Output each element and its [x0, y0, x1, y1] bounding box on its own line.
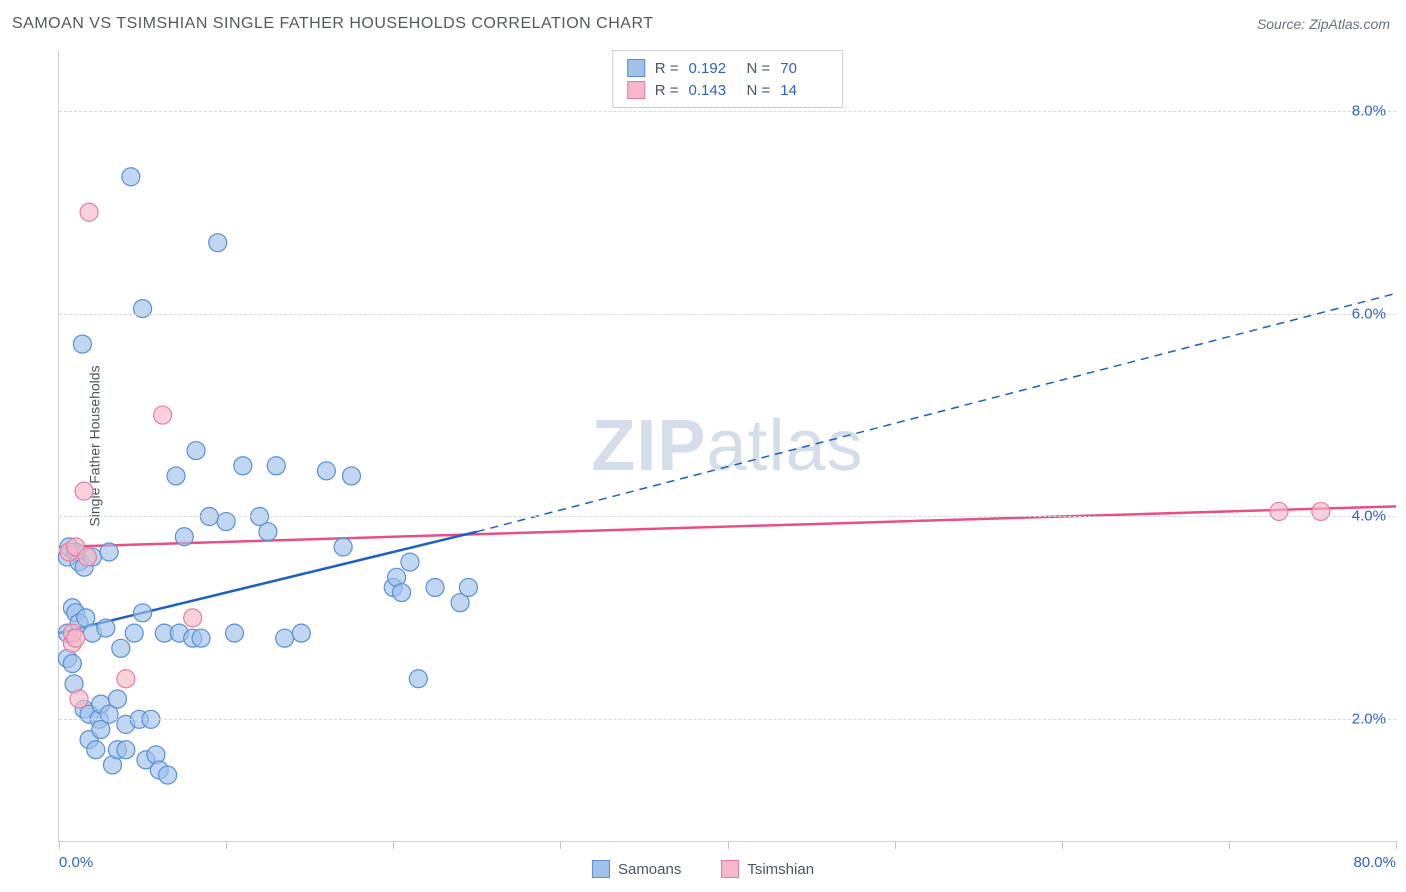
gridline — [59, 314, 1396, 315]
x-tick — [1396, 841, 1397, 849]
r-value-tsimshian: 0.143 — [689, 82, 737, 99]
y-tick-label: 6.0% — [1352, 305, 1386, 322]
correlation-legend: R = 0.192 N = 70 R = 0.143 N = 14 — [612, 50, 844, 108]
legend-row-samoans: R = 0.192 N = 70 — [627, 57, 829, 79]
series-legend: Samoans Tsimshian — [592, 860, 814, 878]
y-tick-label: 4.0% — [1352, 508, 1386, 525]
legend-label-tsimshian: Tsimshian — [747, 861, 814, 878]
x-tick — [59, 841, 60, 849]
n-value-samoans: 70 — [780, 60, 828, 77]
legend-row-tsimshian: R = 0.143 N = 14 — [627, 79, 829, 101]
y-tick-label: 8.0% — [1352, 102, 1386, 119]
x-tick — [560, 841, 561, 849]
y-tick-label: 2.0% — [1352, 711, 1386, 728]
x-tick — [226, 841, 227, 849]
chart-plot-area: ZIPatlas R = 0.192 N = 70 R = 0.143 N = … — [58, 50, 1396, 842]
x-tick-label-right: 80.0% — [1353, 854, 1396, 871]
swatch-blue — [627, 59, 645, 77]
legend-item-samoans: Samoans — [592, 860, 681, 878]
gridline — [59, 719, 1396, 720]
swatch-pink — [627, 81, 645, 99]
x-tick — [1229, 841, 1230, 849]
gridline — [59, 111, 1396, 112]
x-tick — [728, 841, 729, 849]
legend-label-samoans: Samoans — [618, 861, 681, 878]
chart-title: SAMOAN VS TSIMSHIAN SINGLE FATHER HOUSEH… — [12, 15, 653, 33]
x-tick-label-left: 0.0% — [59, 854, 93, 871]
x-tick — [1062, 841, 1063, 849]
chart-source: Source: ZipAtlas.com — [1257, 16, 1390, 32]
swatch-blue — [592, 860, 610, 878]
x-tick — [393, 841, 394, 849]
r-value-samoans: 0.192 — [689, 60, 737, 77]
n-value-tsimshian: 14 — [780, 82, 828, 99]
legend-item-tsimshian: Tsimshian — [721, 860, 814, 878]
x-tick — [895, 841, 896, 849]
scatter-plot-svg — [59, 50, 1396, 841]
gridline — [59, 516, 1396, 517]
swatch-pink — [721, 860, 739, 878]
